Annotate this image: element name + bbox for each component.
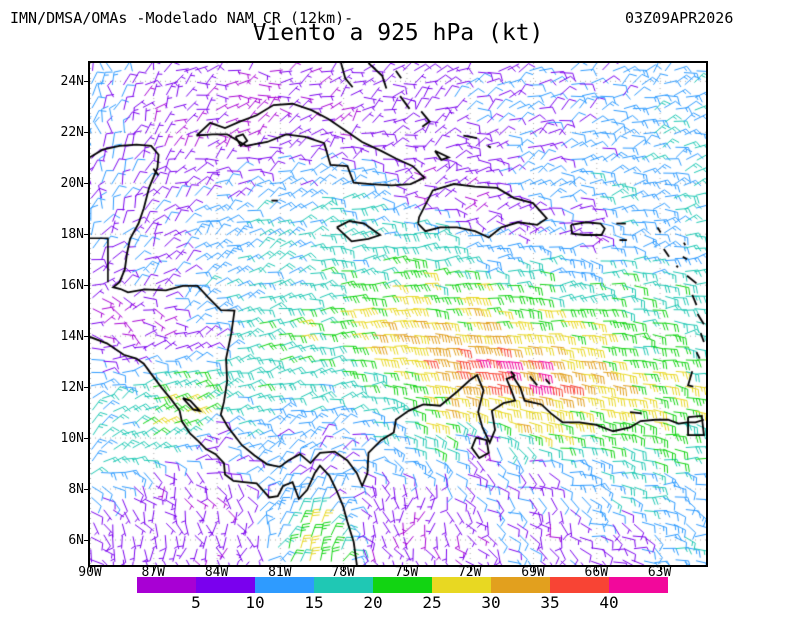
lon-label: 84W <box>204 565 229 580</box>
lon-tick <box>596 567 598 572</box>
lon-tick <box>533 567 534 572</box>
lon-label: 75W <box>394 565 419 580</box>
colorbar-segment <box>137 577 196 593</box>
lat-tick <box>84 437 89 439</box>
map-frame <box>88 61 708 567</box>
colorbar-label: 15 <box>304 593 324 612</box>
lon-tick <box>469 567 471 572</box>
colorbar-label: 40 <box>599 593 619 612</box>
colorbar-label: 10 <box>245 593 265 612</box>
colorbar-segment <box>255 577 314 593</box>
wind-barb-map-canvas <box>90 63 706 565</box>
lon-label: 66W <box>584 565 609 580</box>
lat-tick <box>84 386 89 388</box>
lon-label: 72W <box>457 565 482 580</box>
lat-label: 22N <box>60 124 84 140</box>
lat-tick <box>84 131 89 133</box>
colorbar-label: 5 <box>191 593 201 612</box>
lat-label: 18N <box>60 226 84 242</box>
lat-label: 12N <box>60 379 84 395</box>
lat-label: 8N <box>68 481 84 497</box>
colorbar-label: 35 <box>540 593 560 612</box>
lon-label: 81W <box>268 565 292 580</box>
colorbar-segment <box>314 577 373 593</box>
lat-tick <box>84 539 89 541</box>
lat-label: 16N <box>60 277 84 293</box>
lon-label: 63W <box>647 565 672 580</box>
lon-tick <box>406 567 408 572</box>
header-datetime: 03Z09APR2026 <box>625 9 734 27</box>
lat-label: 20N <box>60 175 84 191</box>
colorbar-segment <box>609 577 668 593</box>
lon-label: 90W <box>78 565 102 580</box>
lat-label: 24N <box>60 73 84 89</box>
colorbar-label: 25 <box>422 593 442 612</box>
lon-label: 78W <box>331 565 355 580</box>
lat-label: 14N <box>60 328 84 344</box>
lon-tick <box>153 567 155 572</box>
lat-tick <box>84 80 89 82</box>
lon-tick <box>216 567 218 572</box>
lat-tick <box>84 182 89 184</box>
wind-speed-colorbar <box>137 577 668 593</box>
colorbar-segment <box>196 577 255 593</box>
colorbar-segment <box>432 577 491 593</box>
colorbar-label: 30 <box>481 593 501 612</box>
lon-tick <box>90 567 91 572</box>
colorbar-label: 20 <box>363 593 383 612</box>
lon-tick <box>343 567 345 572</box>
lon-label: 87W <box>141 565 166 580</box>
lat-tick <box>84 284 89 286</box>
lon-tick <box>659 567 661 572</box>
lon-tick <box>279 567 281 572</box>
colorbar-segment <box>550 577 609 593</box>
colorbar-segment <box>373 577 432 593</box>
chart-title: Viento a 925 hPa (kt) <box>252 20 544 46</box>
lat-tick <box>84 233 89 235</box>
lat-tick <box>84 335 89 337</box>
header-product-text: IMN/DMSA/OMAs -Modelado NAM_CR (12km)- <box>10 9 354 27</box>
lon-label: 69W <box>521 565 545 580</box>
lat-tick <box>84 488 89 490</box>
colorbar-segment <box>491 577 550 593</box>
lat-label: 10N <box>60 430 84 446</box>
lat-label: 6N <box>68 532 84 548</box>
